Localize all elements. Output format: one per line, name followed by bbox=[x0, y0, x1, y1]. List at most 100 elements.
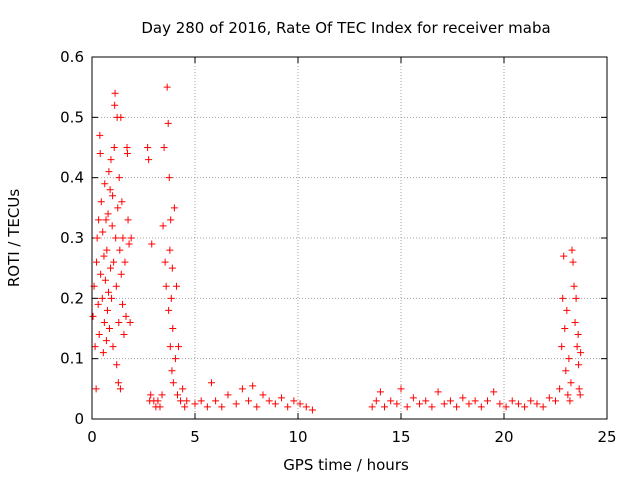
data-point bbox=[160, 144, 168, 151]
data-point bbox=[440, 400, 448, 408]
x-tick-label: 20 bbox=[494, 428, 513, 446]
data-point bbox=[148, 240, 156, 248]
grid-lines bbox=[92, 57, 607, 419]
y-axis-title: ROTI / TECUs bbox=[5, 189, 23, 287]
data-point bbox=[484, 397, 492, 405]
data-point bbox=[422, 397, 430, 405]
data-point bbox=[416, 400, 424, 408]
data-point bbox=[428, 403, 436, 411]
data-point bbox=[527, 397, 535, 405]
x-tick-label: 25 bbox=[597, 428, 616, 446]
data-point bbox=[259, 391, 267, 399]
data-point bbox=[89, 312, 97, 320]
data-point bbox=[115, 174, 123, 182]
data-point bbox=[119, 234, 127, 242]
data-point bbox=[181, 403, 189, 411]
data-point bbox=[97, 270, 105, 278]
data-point bbox=[104, 288, 112, 296]
data-point bbox=[381, 403, 389, 411]
data-point bbox=[156, 403, 164, 411]
data-point bbox=[158, 391, 166, 399]
data-point bbox=[571, 318, 579, 326]
data-point bbox=[116, 385, 124, 393]
data-point bbox=[575, 361, 583, 369]
data-point bbox=[465, 400, 473, 408]
data-point bbox=[514, 400, 522, 408]
data-point bbox=[173, 391, 181, 399]
data-point bbox=[572, 294, 580, 302]
data-point bbox=[102, 337, 110, 345]
data-point bbox=[545, 394, 553, 402]
data-point bbox=[177, 397, 185, 405]
data-point bbox=[570, 282, 578, 290]
data-point bbox=[123, 150, 131, 158]
chart-title: Day 280 of 2016, Rate Of TEC Index for r… bbox=[141, 19, 550, 37]
data-point bbox=[91, 343, 99, 351]
data-point bbox=[567, 379, 575, 387]
data-point bbox=[113, 361, 121, 369]
data-point bbox=[126, 318, 134, 326]
data-point bbox=[490, 388, 498, 396]
data-point bbox=[167, 216, 175, 224]
data-point bbox=[95, 331, 103, 339]
data-point bbox=[224, 391, 232, 399]
data-point bbox=[207, 379, 215, 387]
data-point bbox=[397, 385, 405, 393]
data-point bbox=[508, 397, 516, 405]
data-point bbox=[166, 246, 174, 254]
data-point bbox=[108, 222, 116, 230]
data-point bbox=[387, 397, 395, 405]
data-point bbox=[96, 150, 104, 158]
data-point bbox=[99, 228, 107, 236]
data-point bbox=[453, 403, 461, 411]
data-point bbox=[296, 400, 304, 408]
data-point bbox=[434, 388, 442, 396]
data-point bbox=[197, 397, 205, 405]
data-point bbox=[100, 318, 108, 326]
data-point bbox=[533, 400, 541, 408]
x-tick-label: 5 bbox=[190, 428, 200, 446]
data-point bbox=[168, 264, 176, 272]
y-tick-label: 0 bbox=[74, 410, 84, 428]
x-tick-label: 10 bbox=[288, 428, 307, 446]
data-point bbox=[559, 294, 567, 302]
data-point bbox=[284, 403, 292, 411]
axis-ticks: 0 5 10 15 20 25 0 0.1 0.2 0.3 0.4 0.5 0.6 bbox=[60, 48, 616, 446]
data-point bbox=[111, 101, 119, 109]
data-point bbox=[100, 252, 108, 260]
data-point bbox=[245, 397, 253, 405]
data-point bbox=[568, 246, 576, 254]
data-point bbox=[403, 403, 411, 411]
data-point bbox=[376, 388, 384, 396]
data-point bbox=[120, 331, 128, 339]
data-point bbox=[368, 403, 376, 411]
data-points bbox=[89, 83, 585, 414]
data-point bbox=[564, 391, 572, 399]
x-tick-label: 15 bbox=[391, 428, 410, 446]
data-point bbox=[290, 397, 298, 405]
data-point bbox=[106, 186, 114, 194]
data-point bbox=[162, 282, 170, 290]
data-point bbox=[569, 258, 577, 266]
data-point bbox=[372, 397, 380, 405]
x-tick-label: 0 bbox=[87, 428, 97, 446]
x-axis-title: GPS time / hours bbox=[283, 456, 409, 474]
data-point bbox=[521, 403, 529, 411]
data-point bbox=[163, 83, 171, 91]
data-point bbox=[576, 391, 584, 399]
y-tick-label: 0.2 bbox=[60, 289, 84, 307]
data-point bbox=[575, 385, 583, 393]
data-point bbox=[99, 349, 107, 357]
data-point bbox=[118, 198, 126, 206]
data-point bbox=[114, 204, 122, 212]
data-point bbox=[477, 403, 485, 411]
data-point bbox=[144, 144, 152, 151]
data-point bbox=[175, 343, 183, 351]
data-point bbox=[147, 391, 155, 399]
data-point bbox=[115, 318, 123, 326]
data-point bbox=[103, 246, 111, 254]
data-point bbox=[191, 400, 199, 408]
data-point bbox=[539, 403, 547, 411]
data-point bbox=[574, 331, 582, 339]
